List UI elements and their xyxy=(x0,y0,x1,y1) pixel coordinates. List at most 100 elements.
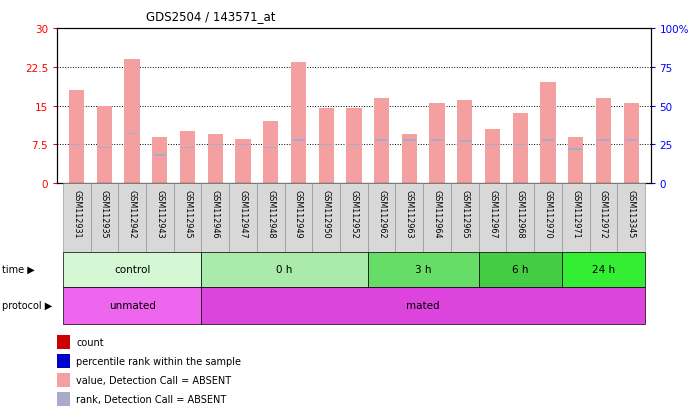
Bar xyxy=(209,144,221,146)
Text: 6 h: 6 h xyxy=(512,264,528,275)
Bar xyxy=(57,335,70,349)
Bar xyxy=(346,109,362,184)
Bar xyxy=(396,184,423,252)
Bar xyxy=(98,147,110,149)
Text: GSM112972: GSM112972 xyxy=(599,189,608,238)
Text: 3 h: 3 h xyxy=(415,264,431,275)
Bar xyxy=(368,184,396,252)
Text: rank, Detection Call = ABSENT: rank, Detection Call = ABSENT xyxy=(76,394,226,404)
Bar xyxy=(292,140,304,141)
Text: GSM112971: GSM112971 xyxy=(571,189,580,238)
Text: unmated: unmated xyxy=(109,301,156,311)
Bar xyxy=(285,184,312,252)
Text: GSM112964: GSM112964 xyxy=(433,189,442,237)
Bar xyxy=(368,252,479,287)
Bar xyxy=(70,144,83,146)
Bar xyxy=(118,184,146,252)
Text: GSM113345: GSM113345 xyxy=(627,189,636,237)
Bar xyxy=(202,252,368,287)
Bar xyxy=(512,114,528,184)
Text: 0 h: 0 h xyxy=(276,264,292,275)
Bar xyxy=(568,137,584,184)
Bar xyxy=(263,122,279,184)
Bar xyxy=(340,184,368,252)
Bar xyxy=(126,133,138,135)
Bar xyxy=(257,184,285,252)
Bar xyxy=(542,140,554,141)
Bar xyxy=(63,184,91,252)
Text: GSM112947: GSM112947 xyxy=(239,189,248,238)
Bar xyxy=(625,140,637,141)
Text: GSM112962: GSM112962 xyxy=(377,189,386,238)
Bar xyxy=(596,99,611,184)
Bar xyxy=(235,140,251,184)
Text: GDS2504 / 143571_at: GDS2504 / 143571_at xyxy=(147,10,276,23)
Bar xyxy=(318,109,334,184)
Bar xyxy=(570,149,582,151)
Bar xyxy=(63,287,202,324)
Text: GSM112965: GSM112965 xyxy=(460,189,469,238)
Text: GSM112946: GSM112946 xyxy=(211,189,220,237)
Text: GSM112943: GSM112943 xyxy=(156,189,164,237)
Text: GSM112945: GSM112945 xyxy=(183,189,192,238)
Text: time ▶: time ▶ xyxy=(2,264,35,275)
Text: GSM112952: GSM112952 xyxy=(350,189,358,238)
Bar xyxy=(514,144,526,146)
Bar xyxy=(590,184,617,252)
Bar xyxy=(91,184,118,252)
Bar xyxy=(487,144,499,146)
Bar xyxy=(562,184,590,252)
Bar xyxy=(152,137,168,184)
Bar xyxy=(174,184,202,252)
Bar xyxy=(312,184,340,252)
Bar xyxy=(57,392,70,406)
Text: GSM112948: GSM112948 xyxy=(266,189,275,237)
Text: 24 h: 24 h xyxy=(592,264,615,275)
Bar xyxy=(376,140,388,141)
Bar xyxy=(237,144,249,146)
Bar xyxy=(202,184,229,252)
Text: GSM112931: GSM112931 xyxy=(72,189,81,237)
Bar xyxy=(485,130,500,184)
Bar xyxy=(265,147,277,149)
Bar xyxy=(623,104,639,184)
Bar xyxy=(402,135,417,184)
Bar xyxy=(597,140,609,141)
Bar xyxy=(154,155,166,157)
Bar xyxy=(506,184,534,252)
Bar xyxy=(423,184,451,252)
Bar xyxy=(348,144,360,146)
Bar xyxy=(57,354,70,368)
Bar xyxy=(534,184,562,252)
Bar xyxy=(291,62,306,184)
Text: GSM112967: GSM112967 xyxy=(488,189,497,238)
Bar xyxy=(97,106,112,184)
Bar xyxy=(562,252,645,287)
Bar xyxy=(320,144,332,146)
Text: GSM112970: GSM112970 xyxy=(544,189,552,238)
Bar xyxy=(459,141,471,143)
Bar xyxy=(479,184,506,252)
Bar xyxy=(457,101,473,184)
Bar xyxy=(617,184,645,252)
Text: GSM112963: GSM112963 xyxy=(405,189,414,237)
Text: count: count xyxy=(76,337,104,347)
Bar xyxy=(124,60,140,184)
Bar xyxy=(429,104,445,184)
Text: value, Detection Call = ABSENT: value, Detection Call = ABSENT xyxy=(76,375,231,385)
Bar xyxy=(479,252,562,287)
Text: GSM112950: GSM112950 xyxy=(322,189,331,238)
Text: protocol ▶: protocol ▶ xyxy=(2,301,52,311)
Bar xyxy=(229,184,257,252)
Bar xyxy=(540,83,556,184)
Bar xyxy=(431,140,443,141)
Text: mated: mated xyxy=(406,301,440,311)
Bar xyxy=(181,147,194,149)
Bar xyxy=(180,132,195,184)
Text: control: control xyxy=(114,264,150,275)
Text: GSM112942: GSM112942 xyxy=(128,189,137,238)
Text: percentile rank within the sample: percentile rank within the sample xyxy=(76,356,242,366)
Text: GSM112935: GSM112935 xyxy=(100,189,109,238)
Text: GSM112968: GSM112968 xyxy=(516,189,525,237)
Bar xyxy=(146,184,174,252)
